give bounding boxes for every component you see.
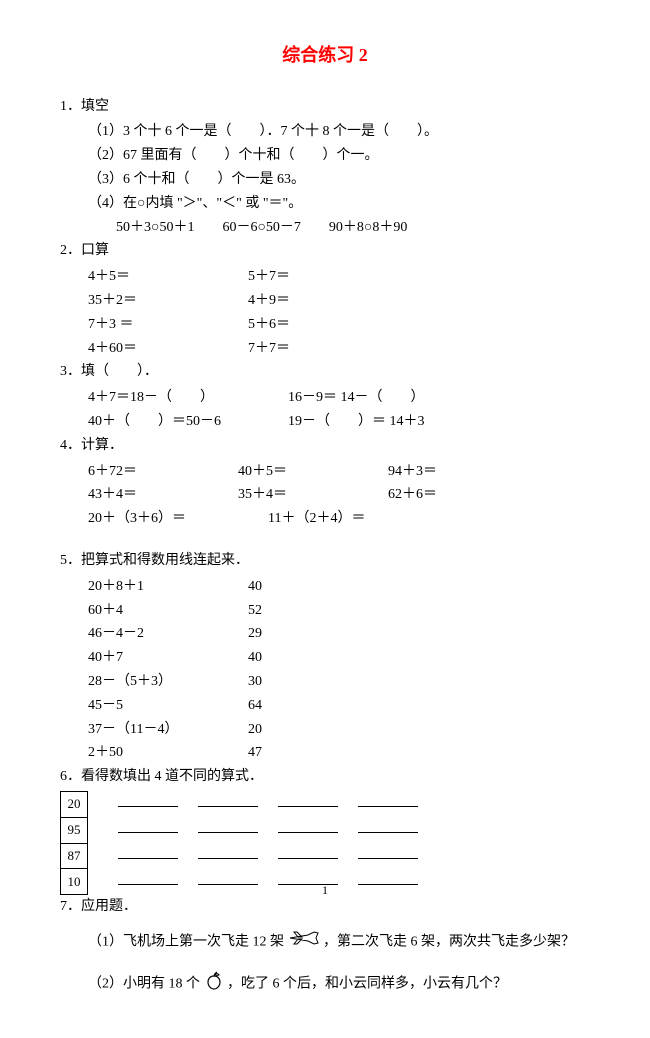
q1-head: 1．填空 xyxy=(60,95,590,119)
q3-r2a: 40＋（ ）＝50－6 xyxy=(88,410,288,434)
page-number: 1 xyxy=(0,880,650,900)
q4-r1-2: 94＋3＝ xyxy=(388,460,538,484)
q2-r2a: 7＋3 ＝ xyxy=(88,313,248,337)
q5-r2b: 29 xyxy=(248,622,308,646)
q1-s4: （4）在○内填 "＞"、"＜" 或 "＝"。 xyxy=(60,192,590,216)
q5-r4a: 28－（5＋3） xyxy=(88,670,248,694)
q4-r2-2: 62＋6＝ xyxy=(388,483,538,507)
q6-n2: 87 xyxy=(61,843,88,869)
q3-r1b: 16－9＝ 14－（ ） xyxy=(288,386,425,410)
q4-r1-0: 6＋72＝ xyxy=(88,460,238,484)
q4-r2-0: 43＋4＝ xyxy=(88,483,238,507)
q5-r3b: 40 xyxy=(248,646,308,670)
q2-r1b: 4＋9＝ xyxy=(248,289,290,313)
q5-r5b: 64 xyxy=(248,694,308,718)
q7-s2b: ，吃了 6 个后，和小云同样多，小云有几个？ xyxy=(227,976,507,991)
q1-s1: （1）3 个十 6 个一是（ ）．7 个十 8 个一是（ ）。 xyxy=(60,120,590,144)
q6-head: 6．看得数填出 4 道不同的算式． xyxy=(60,765,590,789)
q5-r1a: 60＋4 xyxy=(88,599,248,623)
q3-head: 3．填（ ）． xyxy=(60,360,590,384)
q5-head: 5．把算式和得数用线连起来． xyxy=(60,549,590,573)
q5-r7a: 2＋50 xyxy=(88,741,248,765)
q4-head: 4．计算． xyxy=(60,434,590,458)
q3-r2b: 19－（ ）＝ 14＋3 xyxy=(288,410,425,434)
q2-r0a: 4＋5＝ xyxy=(88,265,248,289)
q7-s1b: ，第二次飞走 6 架，两次共飞走多少架？ xyxy=(323,935,575,950)
q2-head: 2．口算 xyxy=(60,239,590,263)
airplane-icon xyxy=(288,929,320,956)
q2-r0b: 5＋7＝ xyxy=(248,265,290,289)
q4-r3-1: 11＋（2＋4）＝ xyxy=(268,507,448,531)
q5-r3a: 40＋7 xyxy=(88,646,248,670)
q4-r2-1: 35＋4＝ xyxy=(238,483,388,507)
q5-r6a: 37－（11－4） xyxy=(88,718,248,742)
q5-r0b: 40 xyxy=(248,575,308,599)
q2-r1a: 35＋2＝ xyxy=(88,289,248,313)
page-title: 综合练习 2 xyxy=(60,40,590,71)
q5-r5a: 45－5 xyxy=(88,694,248,718)
q6-n1: 95 xyxy=(61,817,88,843)
q5-r0a: 20＋8＋1 xyxy=(88,575,248,599)
q7-s1a: （1）飞机场上第一次飞走 12 架 xyxy=(88,935,284,950)
q3-r1a: 4＋7＝18－（ ） xyxy=(88,386,288,410)
q6-n0: 20 xyxy=(61,791,88,817)
q2-r2b: 5＋6＝ xyxy=(248,313,290,337)
q5-r2a: 46－4－2 xyxy=(88,622,248,646)
q5-r7b: 47 xyxy=(248,741,308,765)
q1-s4b: 50＋3○50＋1 60－6○50－7 90＋8○8＋90 xyxy=(60,216,590,240)
apple-icon xyxy=(204,970,224,999)
q4-r3-0: 20＋（3＋6）＝ xyxy=(88,507,268,531)
q1-s2: （2）67 里面有（ ）个十和（ ）个一。 xyxy=(60,144,590,168)
q5-r4b: 30 xyxy=(248,670,308,694)
q5-r6b: 20 xyxy=(248,718,308,742)
q7-s2: （2）小明有 18 个 ，吃了 6 个后，和小云同样多，小云有几个？ xyxy=(60,970,590,999)
q2-r3b: 7＋7＝ xyxy=(248,337,290,361)
q7-s1: （1）飞机场上第一次飞走 12 架 ，第二次飞走 6 架，两次共飞走多少架？ xyxy=(60,929,590,956)
q4-r1-1: 40＋5＝ xyxy=(238,460,388,484)
q2-r3a: 4＋60＝ xyxy=(88,337,248,361)
q7-s2a: （2）小明有 18 个 xyxy=(88,976,200,991)
q1-s3: （3）6 个十和（ ）个一是 63。 xyxy=(60,168,590,192)
q5-r1b: 52 xyxy=(248,599,308,623)
